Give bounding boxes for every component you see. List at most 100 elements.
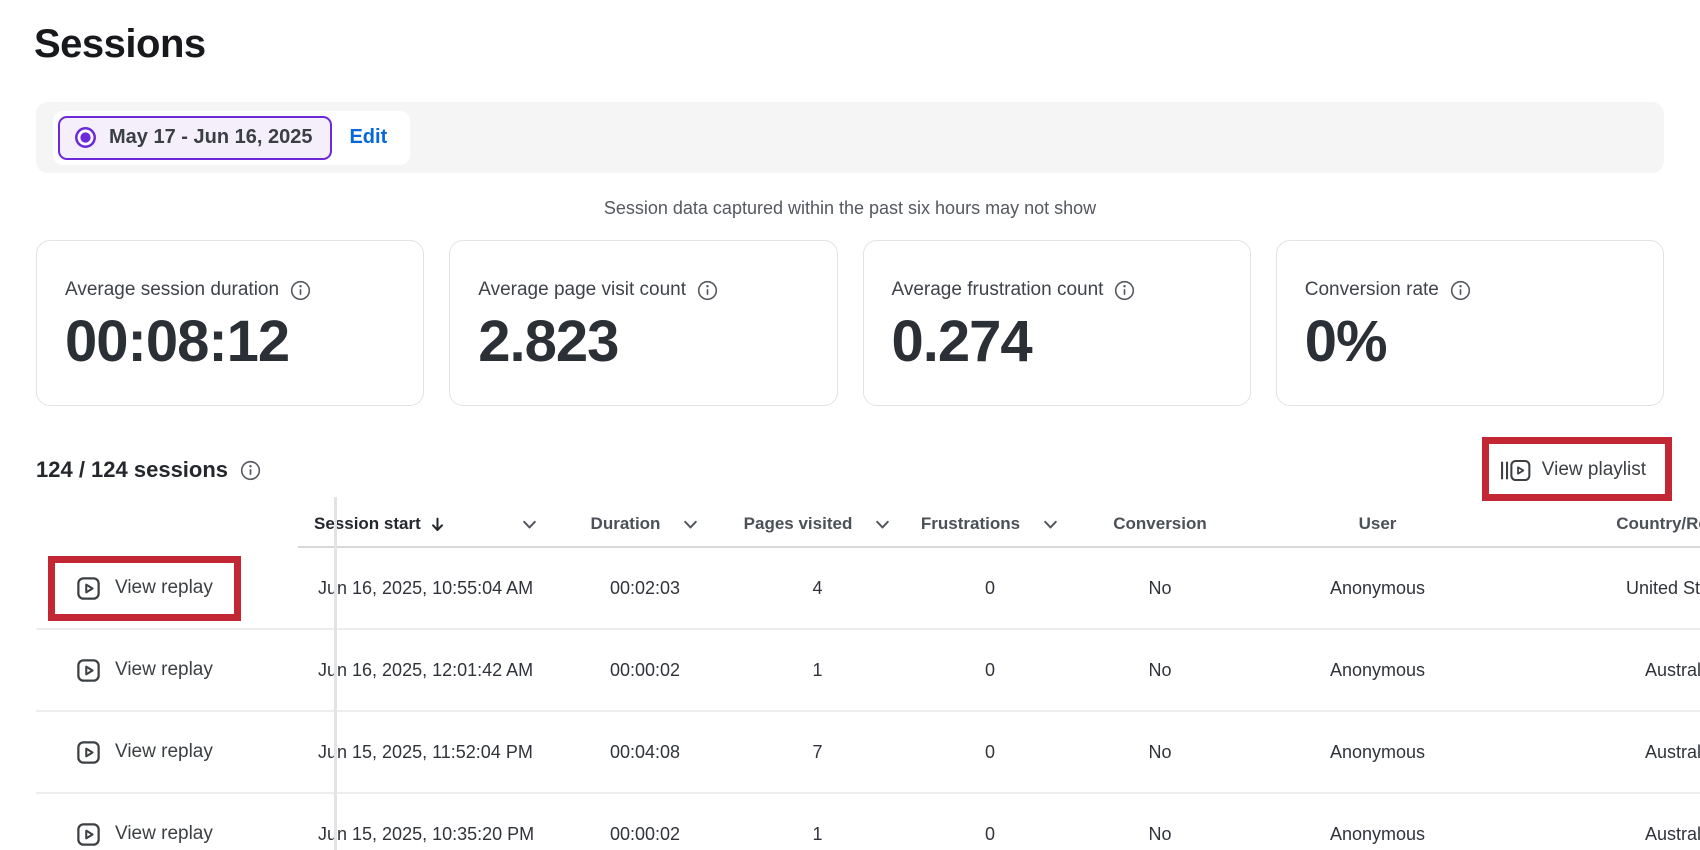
cell-pages-visited: 1 xyxy=(812,659,823,680)
view-replay-label: View replay xyxy=(115,823,213,844)
cell-user: Anonymous xyxy=(1329,823,1426,844)
cell-user: Anonymous xyxy=(1329,659,1426,680)
metric-card-session-duration: Average session duration 00:08:12 xyxy=(36,240,425,406)
table-header-row: Session start Duration Pages visited xyxy=(36,500,1700,548)
cell-duration: 00:00:02 xyxy=(609,659,681,680)
cell-country-region: Australia xyxy=(1644,823,1700,844)
filter-bar: May 17 - Jun 16, 2025 Edit xyxy=(36,102,1664,173)
sessions-table: Session start Duration Pages visited xyxy=(36,500,1700,850)
play-icon xyxy=(75,575,102,602)
column-label: Country/Region xyxy=(1616,514,1700,533)
cell-pages-visited: 7 xyxy=(812,741,823,762)
sessions-count-label: 124 / 124 sessions xyxy=(36,457,229,482)
view-replay-label: View replay xyxy=(115,659,213,680)
sessions-count: 124 / 124 sessions xyxy=(36,457,261,483)
edit-date-range-button[interactable]: Edit xyxy=(349,126,388,148)
cell-duration: 00:04:08 xyxy=(609,741,681,762)
metric-value: 0.274 xyxy=(891,309,1033,374)
chevron-down-icon[interactable] xyxy=(521,516,538,533)
play-icon xyxy=(75,739,102,766)
cell-pages-visited: 4 xyxy=(812,577,823,598)
metric-value: 2.823 xyxy=(478,309,619,374)
cell-session-start: Jun 15, 2025, 10:35:20 PM xyxy=(318,823,535,844)
cell-frustrations: 0 xyxy=(984,823,995,844)
cell-session-start: Jun 16, 2025, 12:01:42 AM xyxy=(318,659,534,680)
radio-selected-icon xyxy=(74,126,97,149)
date-range-label: May 17 - Jun 16, 2025 xyxy=(109,126,313,148)
column-label: Frustrations xyxy=(920,514,1021,533)
metric-label: Average page visit count xyxy=(478,279,686,300)
session-data-notice: Session data captured within the past si… xyxy=(603,198,1097,218)
cell-duration: 00:00:02 xyxy=(609,823,681,844)
table-row: View replay Jun 16, 2025, 12:01:42 AM 00… xyxy=(36,630,1700,712)
column-label: User xyxy=(1358,514,1397,533)
table-row: View replay Jun 15, 2025, 11:52:04 PM 00… xyxy=(36,712,1700,794)
metric-label: Conversion rate xyxy=(1304,279,1439,300)
info-icon[interactable] xyxy=(1450,280,1471,301)
cell-conversion: No xyxy=(1148,741,1172,762)
cell-user: Anonymous xyxy=(1329,577,1426,598)
chevron-down-icon[interactable] xyxy=(1042,516,1059,533)
metric-card-frustration-count: Average frustration count 0.274 xyxy=(862,240,1251,406)
column-header-duration[interactable]: Duration xyxy=(560,514,730,534)
cell-country-region: Australia xyxy=(1644,659,1700,680)
play-icon xyxy=(75,821,102,848)
page-title: Sessions xyxy=(34,22,206,66)
date-range-chip[interactable]: May 17 - Jun 16, 2025 xyxy=(58,115,333,160)
column-label: Session start xyxy=(314,514,421,533)
column-header-frustrations[interactable]: Frustrations xyxy=(905,514,1075,534)
column-header-country-region: Country/Region xyxy=(1510,514,1700,534)
cell-user: Anonymous xyxy=(1329,741,1426,762)
cell-frustrations: 0 xyxy=(984,741,995,762)
view-playlist-label: View playlist xyxy=(1541,459,1646,480)
chevron-down-icon[interactable] xyxy=(682,516,699,533)
info-icon[interactable] xyxy=(240,460,261,481)
playlist-icon xyxy=(1500,458,1531,483)
table-body: View replay Jun 16, 2025, 10:55:04 AM 00… xyxy=(36,548,1700,850)
info-icon[interactable] xyxy=(697,280,718,301)
cell-frustrations: 0 xyxy=(984,659,995,680)
cell-conversion: No xyxy=(1148,823,1172,844)
metric-card-conversion-rate: Conversion rate 0% xyxy=(1275,240,1664,406)
column-label: Duration xyxy=(590,514,661,533)
cell-conversion: No xyxy=(1148,577,1172,598)
metric-value: 0% xyxy=(1304,309,1388,374)
view-playlist-button[interactable]: View playlist xyxy=(1500,458,1646,483)
metric-card-page-visit-count: Average page visit count 2.823 xyxy=(449,240,838,406)
table-row: View replay Jun 15, 2025, 10:35:20 PM 00… xyxy=(36,794,1700,850)
view-replay-button[interactable]: View replay xyxy=(75,657,213,684)
info-icon[interactable] xyxy=(1114,280,1135,301)
column-header-session-start[interactable]: Session start xyxy=(298,514,560,534)
cell-pages-visited: 1 xyxy=(812,823,823,844)
column-header-pages-visited[interactable]: Pages visited xyxy=(730,514,905,534)
cell-conversion: No xyxy=(1148,659,1172,680)
info-icon[interactable] xyxy=(290,280,311,301)
cell-session-start: Jun 16, 2025, 10:55:04 AM xyxy=(318,577,534,598)
sessions-toolbar: 124 / 124 sessions View playlist xyxy=(36,448,1664,492)
column-header-user: User xyxy=(1245,514,1510,534)
metric-label: Average frustration count xyxy=(891,279,1104,300)
cell-country-region: Australia xyxy=(1644,741,1700,762)
view-replay-label: View replay xyxy=(115,577,213,598)
metric-value: 00:08:12 xyxy=(65,309,290,374)
view-replay-button[interactable]: View replay xyxy=(75,739,213,766)
date-filter-pill: May 17 - Jun 16, 2025 Edit xyxy=(53,110,411,165)
cell-duration: 00:02:03 xyxy=(609,577,681,598)
column-label: Conversion xyxy=(1113,514,1207,533)
column-header-conversion: Conversion xyxy=(1075,514,1245,534)
view-replay-label: View replay xyxy=(115,741,213,762)
metric-label: Average session duration xyxy=(65,279,280,300)
column-label: Pages visited xyxy=(743,514,853,533)
chevron-down-icon[interactable] xyxy=(874,516,891,533)
view-replay-button[interactable]: View replay xyxy=(75,575,213,602)
metric-cards: Average session duration 00:08:12 Averag… xyxy=(36,240,1664,406)
sort-descending-icon xyxy=(429,516,446,533)
table-row: View replay Jun 16, 2025, 10:55:04 AM 00… xyxy=(36,548,1700,630)
view-replay-button[interactable]: View replay xyxy=(75,821,213,848)
cell-country-region: United States xyxy=(1625,577,1700,598)
column-divider xyxy=(334,497,337,850)
play-icon xyxy=(75,657,102,684)
cell-session-start: Jun 15, 2025, 11:52:04 PM xyxy=(318,741,533,762)
cell-frustrations: 0 xyxy=(984,577,995,598)
